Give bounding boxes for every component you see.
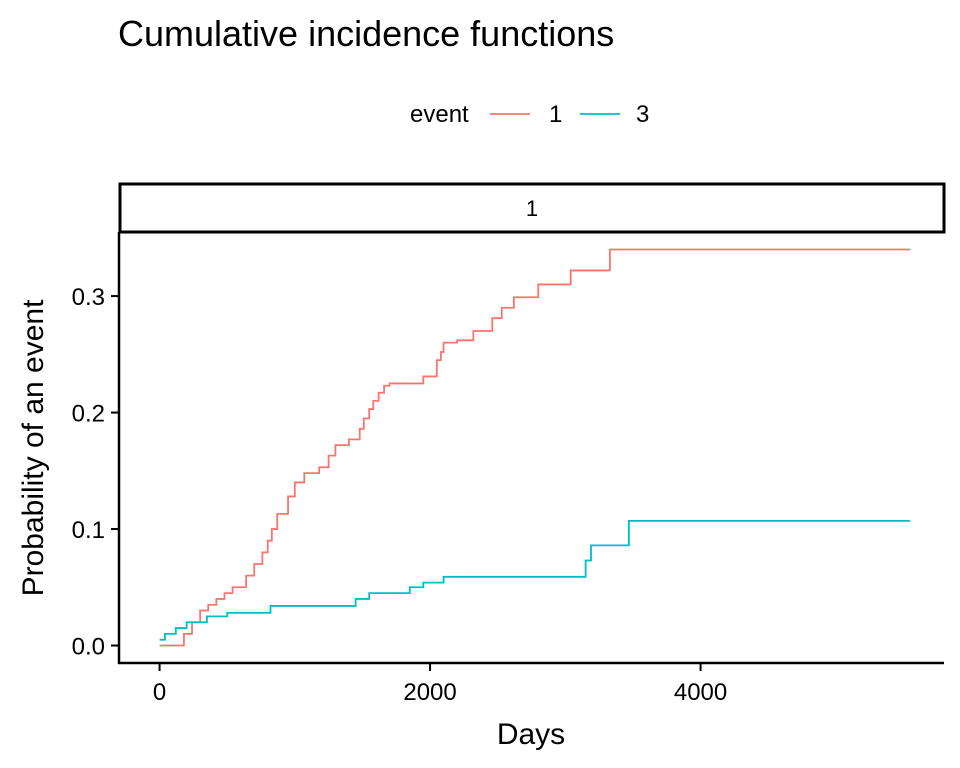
y-tick-label: 0.0 — [72, 634, 105, 661]
facet-strip: 1 — [118, 182, 946, 234]
y-tick-label: 0.1 — [72, 517, 105, 544]
x-axis-title: Days — [497, 718, 565, 751]
y-tick-label: 0.3 — [72, 284, 105, 311]
tick-layer: 0 2000 4000 0.0 0.1 0.2 0.3 — [72, 284, 728, 706]
chart-title: Cumulative incidence functions — [118, 13, 614, 54]
legend-label-series-1: 1 — [549, 101, 562, 128]
y-tick-label: 0.2 — [72, 401, 105, 428]
facet-strip-box — [118, 182, 946, 234]
x-tick-label: 2000 — [403, 679, 456, 706]
x-tick-label: 0 — [153, 679, 166, 706]
legend-title: event — [410, 101, 469, 128]
legend: event 1 3 — [410, 101, 649, 128]
facet-strip-label: 1 — [526, 196, 538, 221]
series-line-3 — [159, 519, 911, 641]
legend-label-series-3: 3 — [636, 101, 649, 128]
y-axis-title: Probability of an event — [17, 299, 50, 597]
series-layer — [159, 248, 911, 647]
series-line-1 — [159, 248, 911, 647]
x-tick-label: 4000 — [674, 679, 727, 706]
